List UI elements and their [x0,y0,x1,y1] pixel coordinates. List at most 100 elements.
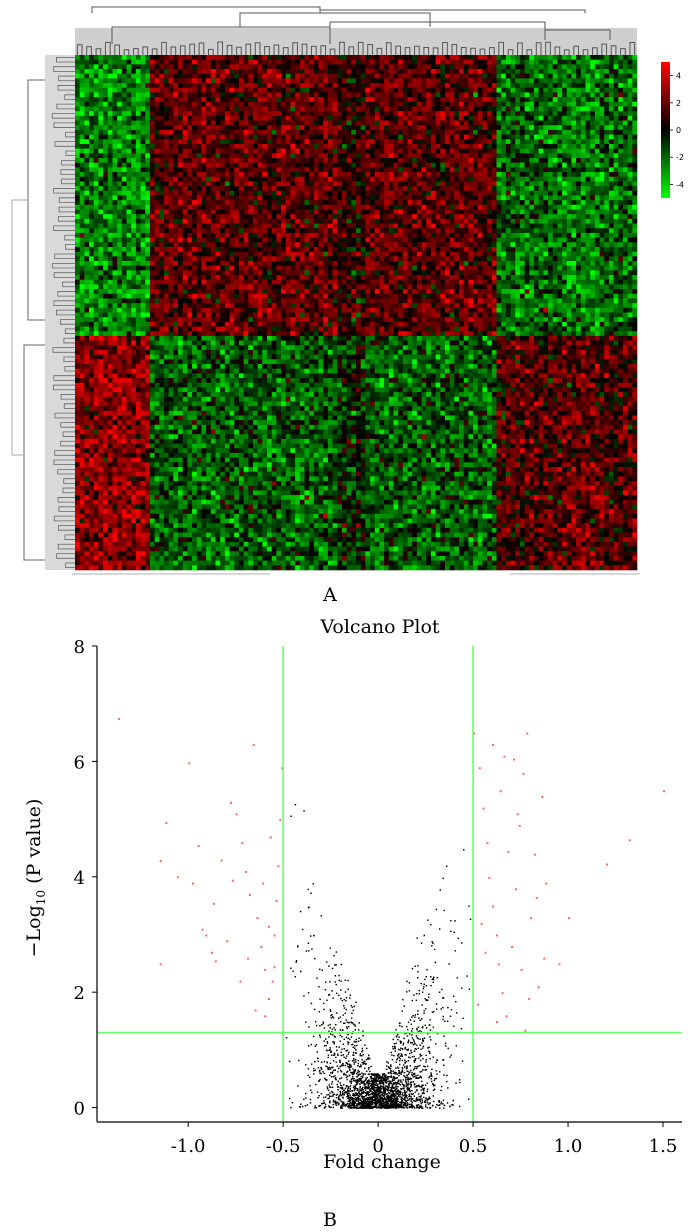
heatmap-cell [496,176,502,182]
heatmap-cell [163,162,169,168]
heatmap-cell [608,204,614,210]
heatmap-cell [98,237,104,243]
heatmap-cell [393,134,399,140]
heatmap-cell [121,64,127,70]
heatmap-cell [407,148,413,154]
heatmap-cell [145,59,151,65]
heatmap-cell [229,134,235,140]
heatmap-cell [477,129,483,135]
heatmap-cell [187,237,193,243]
heatmap-cell [285,228,291,234]
heatmap-cell [229,148,235,154]
heatmap-cell [524,73,530,79]
heatmap-cell [126,186,132,192]
heatmap-cell [304,125,310,131]
heatmap-cell [548,204,553,210]
heatmap-cell [374,97,380,103]
heatmap-cell [187,218,193,224]
heatmap-cell [182,101,188,107]
heatmap-cell [416,153,422,159]
heatmap-cell [379,228,385,234]
heatmap-cell [590,228,596,234]
heatmap-cell [332,195,338,201]
heatmap-cell [384,111,390,117]
heatmap-cell [196,115,202,121]
heatmap-cell [613,232,619,238]
heatmap-cell [154,129,160,135]
heatmap-cell [271,218,277,224]
heatmap-cell [182,242,188,248]
heatmap-cell [491,92,497,98]
heatmap-cell [613,228,619,234]
heatmap-cell [206,83,212,89]
heatmap-cell [337,153,343,159]
heatmap-cell [187,97,193,103]
heatmap-cell [196,209,202,215]
heatmap-cell [416,200,422,206]
heatmap-cell [505,186,511,192]
heatmap-cell [482,120,488,126]
heatmap-cell [229,190,235,196]
heatmap-cell [501,64,507,70]
heatmap-cell [444,223,450,229]
heatmap-cell [341,172,347,178]
heatmap-cell [220,176,226,182]
heatmap-cell [515,181,521,187]
heatmap-cell [566,69,572,75]
heatmap-cell [192,78,198,84]
heatmap-cell [477,148,483,154]
heatmap-cell [299,167,305,173]
heatmap-cell [529,204,535,210]
heatmap-cell [440,232,446,238]
heatmap-cell [341,106,347,112]
heatmap-cell [590,214,596,220]
heatmap-cell [103,190,109,196]
heatmap-cell [393,237,399,243]
heatmap-cell [398,134,404,140]
heatmap-cell [552,181,558,187]
heatmap-cell [304,64,310,70]
heatmap-cell [370,134,376,140]
heatmap-cell [608,232,614,238]
heatmap-cell [192,218,198,224]
heatmap-cell [487,83,493,89]
heatmap-cell [393,115,399,121]
dendrogram-leaf-branch [57,497,75,503]
heatmap-cell [501,218,507,224]
heatmap-cell [89,242,95,248]
heatmap-cell [220,73,226,79]
heatmap-cell [627,120,633,126]
heatmap-cell [103,200,109,206]
heatmap-cell [599,200,605,206]
heatmap-cell [384,78,390,84]
heatmap-cell [580,111,586,117]
heatmap-cell [388,176,394,182]
heatmap-cell [163,237,169,243]
heatmap-cell [327,73,333,79]
heatmap-cell [220,228,226,234]
heatmap-cell [224,125,230,131]
heatmap-cell [117,214,123,220]
heatmap-cell [131,237,137,243]
heatmap-cell [426,190,432,196]
heatmap-cell [243,111,249,117]
heatmap-cell [543,64,549,70]
heatmap-cell [374,111,380,117]
heatmap-cell [84,143,90,149]
heatmap-cell [487,181,493,187]
heatmap-cell [627,129,633,135]
heatmap-cell [440,214,446,220]
heatmap-cell [168,106,174,112]
heatmap-cell [585,148,591,154]
heatmap-cell [159,83,165,89]
heatmap-cell [210,134,216,140]
heatmap-cell [412,64,418,70]
heatmap-cell [75,195,80,201]
heatmap-cell [454,120,460,126]
heatmap-cell [243,120,249,126]
heatmap-cell [309,83,315,89]
heatmap-cell [505,195,511,201]
heatmap-cell [468,153,474,159]
heatmap-cell [594,214,600,220]
heatmap-cell [103,64,109,70]
